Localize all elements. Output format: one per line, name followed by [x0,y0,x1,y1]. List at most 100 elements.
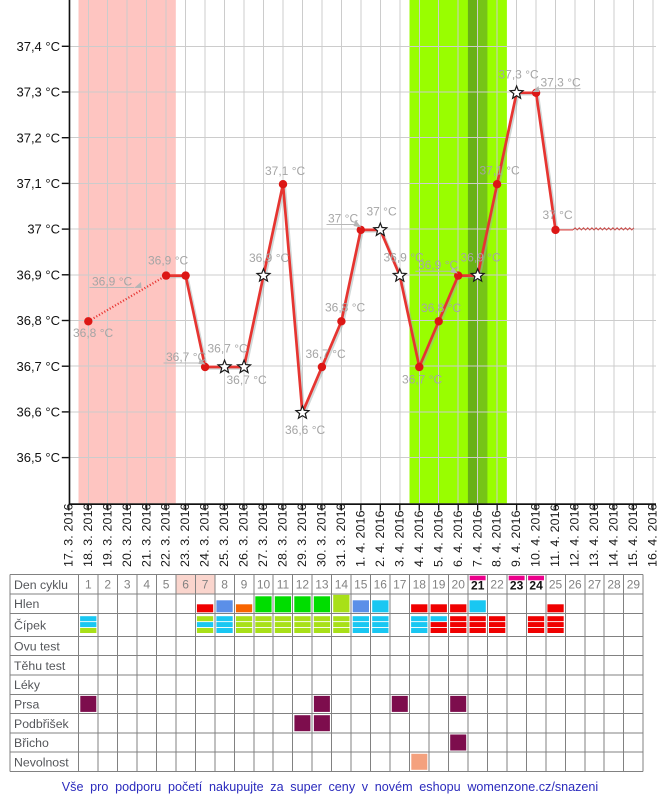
svg-text:3. 4. 2016: 3. 4. 2016 [392,510,406,567]
svg-text:Těhu test: Těhu test [14,659,66,673]
svg-text:1. 4. 2016: 1. 4. 2016 [353,510,367,567]
svg-text:37,1 °C: 37,1 °C [16,176,60,191]
svg-text:24: 24 [529,579,543,593]
svg-text:37 °C: 37 °C [367,205,397,219]
svg-text:36,7 °C: 36,7 °C [402,373,442,387]
svg-text:36,8 °C: 36,8 °C [73,326,113,340]
svg-text:14: 14 [335,578,349,592]
svg-text:5. 4. 2016: 5. 4. 2016 [431,510,445,567]
svg-text:29: 29 [627,578,641,592]
svg-text:5: 5 [163,578,170,592]
svg-text:Břicho: Břicho [14,736,49,750]
svg-text:11. 4. 2016: 11. 4. 2016 [548,504,562,567]
svg-text:28: 28 [607,578,621,592]
svg-text:30. 3. 2016: 30. 3. 2016 [315,503,329,567]
svg-text:15. 4. 2016: 15. 4. 2016 [626,503,640,567]
svg-text:36,7 °C: 36,7 °C [306,347,346,361]
svg-text:24. 3. 2016: 24. 3. 2016 [198,503,212,567]
svg-text:36,8 °C: 36,8 °C [16,313,60,328]
svg-text:36,8 °C: 36,8 °C [421,301,461,315]
svg-text:13: 13 [315,578,329,592]
svg-text:36,5 °C: 36,5 °C [16,450,60,465]
svg-text:12. 4. 2016: 12. 4. 2016 [568,503,582,567]
svg-text:Ovu test: Ovu test [14,640,60,654]
svg-text:37,3 °C: 37,3 °C [541,76,581,90]
svg-text:4. 4. 2016: 4. 4. 2016 [412,510,426,567]
svg-text:10. 4. 2016: 10. 4. 2016 [529,503,543,567]
svg-text:36,7 °C: 36,7 °C [208,342,248,356]
svg-text:4: 4 [143,578,150,592]
svg-text:21: 21 [471,579,485,593]
svg-text:37,1 °C: 37,1 °C [265,164,305,178]
svg-text:9. 4. 2016: 9. 4. 2016 [509,510,523,567]
svg-text:20. 3. 2016: 20. 3. 2016 [120,503,134,567]
svg-text:36,9 °C: 36,9 °C [461,250,501,264]
svg-text:36,6 °C: 36,6 °C [16,405,60,420]
svg-text:36,7 °C: 36,7 °C [166,350,206,364]
svg-text:25. 3. 2016: 25. 3. 2016 [217,503,231,567]
svg-text:6: 6 [182,578,189,592]
svg-text:22. 3. 2016: 22. 3. 2016 [159,503,173,567]
svg-text:28. 3. 2016: 28. 3. 2016 [276,503,290,567]
svg-text:11: 11 [277,578,290,592]
svg-text:9: 9 [241,578,248,592]
svg-text:17. 3. 2016: 17. 3. 2016 [61,503,75,567]
svg-text:37,3 °C: 37,3 °C [16,85,60,100]
svg-text:37 °C: 37 °C [27,222,60,237]
svg-text:19: 19 [432,578,446,592]
svg-text:18: 18 [413,578,427,592]
svg-text:31. 3. 2016: 31. 3. 2016 [334,503,348,567]
svg-text:8. 4. 2016: 8. 4. 2016 [490,510,504,567]
svg-text:17: 17 [393,578,407,592]
svg-text:12: 12 [296,578,310,592]
svg-text:25: 25 [549,578,563,592]
svg-text:15: 15 [354,578,368,592]
svg-text:Podbřišek: Podbřišek [14,717,70,731]
svg-text:27. 3. 2016: 27. 3. 2016 [256,503,270,567]
svg-text:36,7 °C: 36,7 °C [16,359,60,374]
svg-text:Léky: Léky [14,678,41,692]
svg-text:22: 22 [490,578,504,592]
svg-text:21. 3. 2016: 21. 3. 2016 [139,503,153,567]
svg-text:7. 4. 2016: 7. 4. 2016 [470,510,484,567]
svg-text:Nevolnost: Nevolnost [14,755,69,769]
svg-text:37,1 °C: 37,1 °C [480,164,520,178]
svg-text:23: 23 [510,579,524,593]
svg-text:2. 4. 2016: 2. 4. 2016 [373,510,387,567]
svg-text:37,2 °C: 37,2 °C [16,130,60,145]
svg-text:27: 27 [588,578,602,592]
svg-text:6. 4. 2016: 6. 4. 2016 [451,510,465,567]
svg-text:26. 3. 2016: 26. 3. 2016 [237,503,251,567]
svg-text:Prsa: Prsa [14,698,39,712]
svg-text:14. 4. 2016: 14. 4. 2016 [607,503,621,567]
svg-text:36,6 °C: 36,6 °C [285,423,325,437]
svg-text:37 °C: 37 °C [543,208,573,222]
svg-text:18. 3. 2016: 18. 3. 2016 [81,503,95,567]
svg-text:Vše pro podporu početí nakupuj: Vše pro podporu početí nakupujte za supe… [62,780,598,794]
svg-text:36,9 °C: 36,9 °C [384,251,424,265]
svg-text:2: 2 [104,578,111,592]
svg-text:Hlen: Hlen [14,597,39,611]
svg-text:16. 4. 2016: 16. 4. 2016 [646,503,660,567]
svg-text:8: 8 [221,578,228,592]
svg-text:Den cyklu: Den cyklu [14,578,68,592]
svg-text:26: 26 [568,578,582,592]
svg-text:36,8 °C: 36,8 °C [325,301,365,315]
svg-text:37,3 °C: 37,3 °C [499,67,539,81]
svg-text:3: 3 [124,578,131,592]
svg-text:37 °C: 37 °C [328,212,358,226]
svg-text:10: 10 [257,578,271,592]
svg-text:Čípek: Čípek [14,617,47,632]
svg-text:36,9 °C: 36,9 °C [16,267,60,282]
svg-text:20: 20 [452,578,466,592]
svg-text:19. 3. 2016: 19. 3. 2016 [100,503,114,567]
svg-text:36,9 °C: 36,9 °C [92,275,132,289]
svg-text:36,9 °C: 36,9 °C [249,251,289,265]
svg-text:36,9 °C: 36,9 °C [418,258,458,272]
svg-text:23. 3. 2016: 23. 3. 2016 [178,503,192,567]
svg-text:36,9 °C: 36,9 °C [148,254,188,268]
svg-text:16: 16 [374,578,388,592]
svg-text:36,7 °C: 36,7 °C [227,373,267,387]
svg-text:13. 4. 2016: 13. 4. 2016 [587,503,601,567]
svg-text:37,4 °C: 37,4 °C [16,39,60,54]
